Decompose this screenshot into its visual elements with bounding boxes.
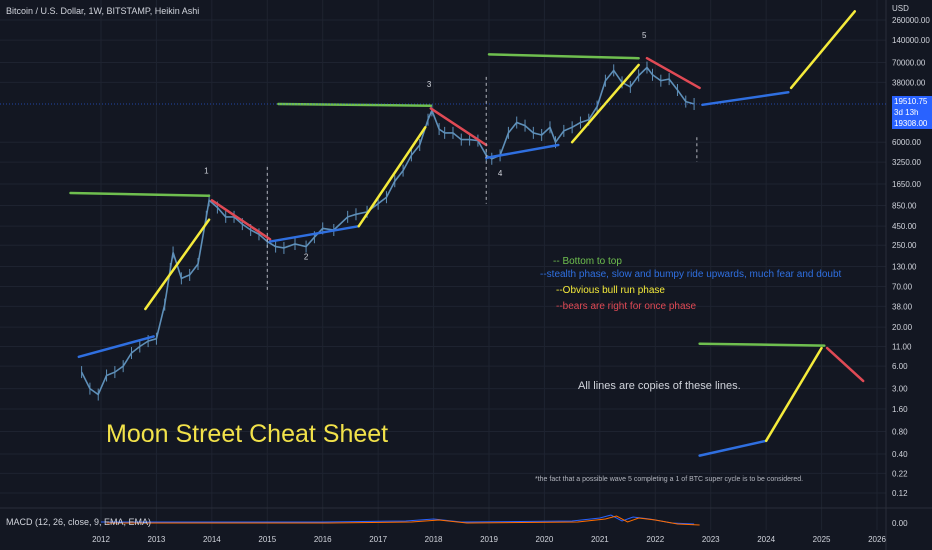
legend-item-stealth: --stealth phase, slow and bumpy ride upw… (540, 269, 842, 280)
template-stealth-line (698, 439, 768, 457)
macd-zero-label: 0.00 (892, 519, 908, 528)
y-tick-label: 0.22 (892, 469, 908, 478)
template-bottom-top-line (698, 342, 826, 347)
template-bull-line (764, 346, 823, 443)
template-bear-line (825, 346, 865, 383)
y-tick-label: 140000.00 (892, 36, 930, 45)
bear-line-cycle3 (645, 56, 701, 90)
y-tick-label: 250.00 (892, 241, 917, 250)
x-tick-label: 2025 (813, 535, 831, 544)
bottom-top-line-cycle3 (487, 53, 640, 60)
stealth-line-cycle3 (484, 143, 560, 160)
stealth-line-cycle1 (77, 335, 155, 359)
x-tick-label: 2012 (92, 535, 110, 544)
y-tick-label: 0.12 (892, 489, 908, 498)
bull-line-cycle2 (357, 126, 427, 228)
y-tick-label: 20.00 (892, 323, 913, 332)
y-tick-label: 130.00 (892, 262, 917, 271)
x-tick-label: 2016 (314, 535, 332, 544)
y-tick-label: 1650.00 (892, 180, 921, 189)
countdown-tag: 3d 13h (892, 107, 932, 118)
x-tick-label: 2014 (203, 535, 221, 544)
currency-label: USD (892, 4, 909, 13)
y-tick-label: 3250.00 (892, 158, 921, 167)
x-tick-label: 2020 (536, 535, 554, 544)
bull-line-cycle1 (144, 218, 211, 311)
y-tick-label: 11.00 (892, 343, 912, 352)
footnote: *the fact that a possible wave 5 complet… (535, 476, 804, 483)
symbol-header: Bitcoin / U.S. Dollar, 1W, BITSTAMP, Hei… (6, 6, 200, 16)
y-tick-label: 0.40 (892, 450, 908, 459)
last-price-tag: 19510.75 (892, 96, 932, 107)
legend-item-bottom-to-top: -- Bottom to top (553, 256, 622, 267)
x-tick-label: 2019 (480, 535, 498, 544)
wave-label-1: 1 (204, 166, 209, 175)
wave-label-5: 5 (642, 31, 647, 40)
x-tick-label: 2024 (757, 535, 775, 544)
x-tick-label: 2021 (591, 535, 609, 544)
y-tick-label: 6.00 (892, 362, 908, 371)
x-tick-label: 2023 (702, 535, 720, 544)
x-tick-label: 2015 (258, 535, 276, 544)
chart-title: Moon Street Cheat Sheet (106, 420, 389, 448)
price-series-line (80, 66, 695, 396)
low-price-tag: 19308.00 (892, 118, 932, 129)
bear-line-cycle2 (429, 107, 488, 147)
x-tick-label: 2026 (868, 535, 886, 544)
projection-bull-line (789, 10, 857, 90)
y-tick-label: 850.00 (892, 202, 917, 211)
y-tick-label: 450.00 (892, 222, 917, 231)
y-tick-label: 38000.00 (892, 78, 926, 87)
x-tick-label: 2018 (425, 535, 443, 544)
y-tick-label: 3.00 (892, 385, 908, 394)
y-tick-label: 1.60 (892, 405, 908, 414)
x-tick-label: 2017 (369, 535, 387, 544)
y-tick-label: 70.00 (892, 283, 913, 292)
stealth-line-cycle2 (268, 224, 360, 243)
grid-group (0, 0, 886, 530)
bear-line-cycle1 (210, 199, 272, 241)
wave-label-2: 2 (304, 253, 309, 262)
y-tick-label: 260000.00 (892, 16, 930, 25)
x-tick-label: 2022 (646, 535, 664, 544)
y-tick-label: 6000.00 (892, 138, 921, 147)
legend-item-bull-run: --Obvious bull run phase (556, 285, 665, 296)
legend-item-bears: --bears are right for once phase (556, 301, 697, 312)
macd-label: MACD (12, 26, close, 9, EMA, EMA) (6, 517, 152, 527)
lines-note: All lines are copies of these lines. (578, 380, 741, 392)
x-tick-label: 2013 (148, 535, 166, 544)
bull-line-cycle3 (570, 63, 640, 144)
y-tick-label: 70000.00 (892, 59, 926, 68)
bottom-top-line-cycle1 (69, 191, 211, 198)
macd-signal-line (106, 515, 700, 526)
y-tick-label: 0.80 (892, 427, 908, 436)
wave-label-4: 4 (498, 169, 503, 178)
wave-label-3: 3 (427, 80, 432, 89)
projection-stealth-line (701, 91, 790, 107)
y-tick-label: 38.00 (892, 302, 913, 311)
